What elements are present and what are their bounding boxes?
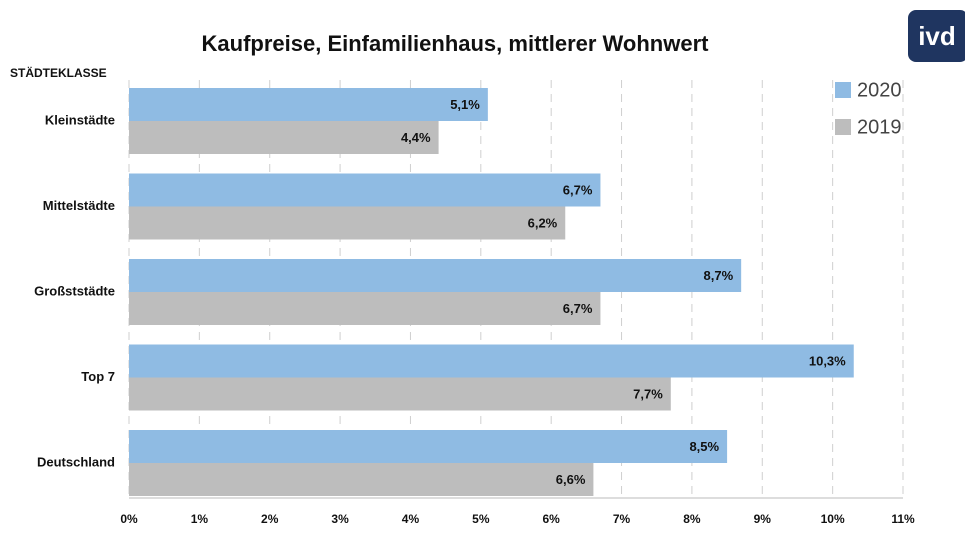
value-label: 8,5% xyxy=(689,439,719,454)
bar xyxy=(129,88,488,121)
bar xyxy=(129,121,439,154)
value-label: 7,7% xyxy=(633,386,663,401)
logo: ivd xyxy=(908,10,965,62)
bar xyxy=(129,430,728,463)
x-tick-label: 9% xyxy=(754,512,772,526)
value-label: 5,1% xyxy=(450,97,480,112)
bar xyxy=(129,173,601,207)
bar xyxy=(129,377,671,411)
x-tick-label: 6% xyxy=(543,512,561,526)
x-tick-label: 8% xyxy=(683,512,701,526)
y-tick-label: Kleinstädte xyxy=(45,112,115,127)
y-tick-label: Mittelstädte xyxy=(43,198,115,213)
value-label: 6,6% xyxy=(556,472,586,487)
x-tick-label: 0% xyxy=(120,512,138,526)
y-tick-label: Großststädte xyxy=(34,283,115,298)
value-label: 8,7% xyxy=(704,268,734,283)
bar xyxy=(129,259,742,292)
legend-label: 2020 xyxy=(857,79,902,101)
x-tick-label: 10% xyxy=(821,512,845,526)
logo-box xyxy=(908,10,965,62)
x-tick-label: 7% xyxy=(613,512,631,526)
bar xyxy=(129,344,854,378)
chart-title: Kaufpreise, Einfamilienhaus, mittlerer W… xyxy=(202,31,710,56)
x-tick-label: 4% xyxy=(402,512,420,526)
legend-swatch xyxy=(835,82,851,98)
value-label: 6,2% xyxy=(528,215,558,230)
value-label: 10,3% xyxy=(809,353,846,368)
value-label: 6,7% xyxy=(563,182,593,197)
y-tick-label: Top 7 xyxy=(81,369,115,384)
y-tick-label: Deutschland xyxy=(37,454,115,469)
bar xyxy=(129,463,594,496)
axis-label: STÄDTEKLASSE xyxy=(10,65,107,80)
bar xyxy=(129,292,601,325)
x-tick-label: 11% xyxy=(891,512,915,526)
legend-swatch xyxy=(835,119,851,135)
x-tick-label: 5% xyxy=(472,512,490,526)
value-label: 6,7% xyxy=(563,301,593,316)
legend-label: 2019 xyxy=(857,116,902,138)
value-label: 4,4% xyxy=(401,130,431,145)
x-tick-label: 1% xyxy=(191,512,209,526)
x-tick-label: 3% xyxy=(331,512,349,526)
logo-text: ivd xyxy=(918,21,956,51)
bar xyxy=(129,206,566,240)
x-tick-label: 2% xyxy=(261,512,279,526)
